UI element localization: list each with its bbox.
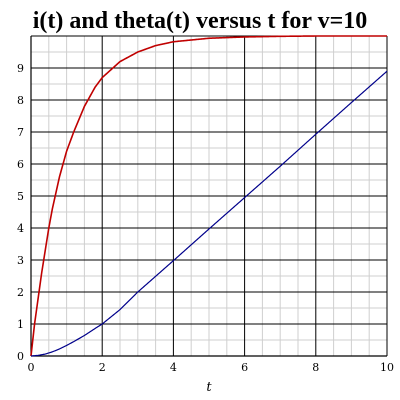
series-2-point [280, 166, 281, 167]
series-1-point [137, 51, 138, 52]
series-1-point [66, 151, 67, 152]
series-2-point [173, 260, 174, 261]
series-1-point [41, 272, 42, 273]
x-tick-label: 4 [170, 361, 177, 374]
y-tick-label: 4 [17, 222, 24, 235]
series-1-point [155, 45, 156, 46]
series-2-point [38, 355, 39, 356]
x-tick-label: 2 [99, 361, 106, 374]
series-2-point [52, 351, 53, 352]
y-tick-label: 2 [17, 286, 24, 299]
series-2-point [208, 228, 209, 229]
series-2-point [84, 335, 85, 336]
series-line-2 [30, 70, 388, 357]
series-1-point [173, 41, 174, 42]
series-2-point [30, 355, 31, 356]
series-1-point [244, 36, 245, 37]
chart-title: i(t) and theta(t) versus t for v=10 [32, 8, 368, 34]
series-1-point [52, 208, 53, 209]
series-2-point [351, 102, 352, 103]
series-1-point [48, 227, 49, 228]
series-1-point [102, 77, 103, 78]
series-1-point [73, 131, 74, 132]
series-2-point [45, 353, 46, 354]
y-tick-label: 1 [17, 318, 24, 331]
series-1-point [84, 106, 85, 107]
x-tick-label: 10 [380, 361, 394, 374]
series-2-point [386, 71, 387, 72]
series-2-point [94, 328, 95, 329]
series-line-1 [30, 35, 387, 357]
x-axis-label: t [206, 380, 212, 395]
series-1-point [59, 176, 60, 177]
series-1-point [208, 38, 209, 39]
y-tick-label: 8 [17, 94, 24, 107]
series-1-point [351, 35, 352, 36]
series-1-point [94, 87, 95, 88]
y-tick-label: 9 [17, 62, 24, 75]
series-2-point [59, 348, 60, 349]
tick-labels: 0 2 4 6 8 10 0 1 2 3 4 5 6 7 8 9 [17, 62, 394, 374]
y-tick-label: 5 [17, 190, 24, 203]
x-tick-label: 0 [28, 361, 35, 374]
series-2-point [73, 341, 74, 342]
series-1-point [38, 298, 39, 299]
series-2-point [102, 323, 103, 324]
y-tick-label: 6 [17, 158, 24, 171]
series-2-point [137, 291, 138, 292]
x-tick-label: 6 [241, 361, 248, 374]
y-tick-label: 0 [17, 350, 24, 363]
y-tick-label: 7 [17, 126, 24, 139]
series-2-point [315, 134, 316, 135]
axes [30, 36, 387, 357]
grid [30, 35, 388, 357]
series-1-point [119, 61, 120, 62]
series-2-point [244, 197, 245, 198]
series-lines [30, 35, 388, 357]
y-tick-label: 3 [17, 254, 24, 267]
series-2-point [119, 309, 120, 310]
series-1-point [386, 35, 387, 36]
series-1-point [45, 250, 46, 251]
series-2-point [66, 345, 67, 346]
series-1-point [34, 323, 35, 324]
series-1-point [315, 35, 316, 36]
x-tick-label: 8 [312, 361, 319, 374]
series-1-point [280, 36, 281, 37]
